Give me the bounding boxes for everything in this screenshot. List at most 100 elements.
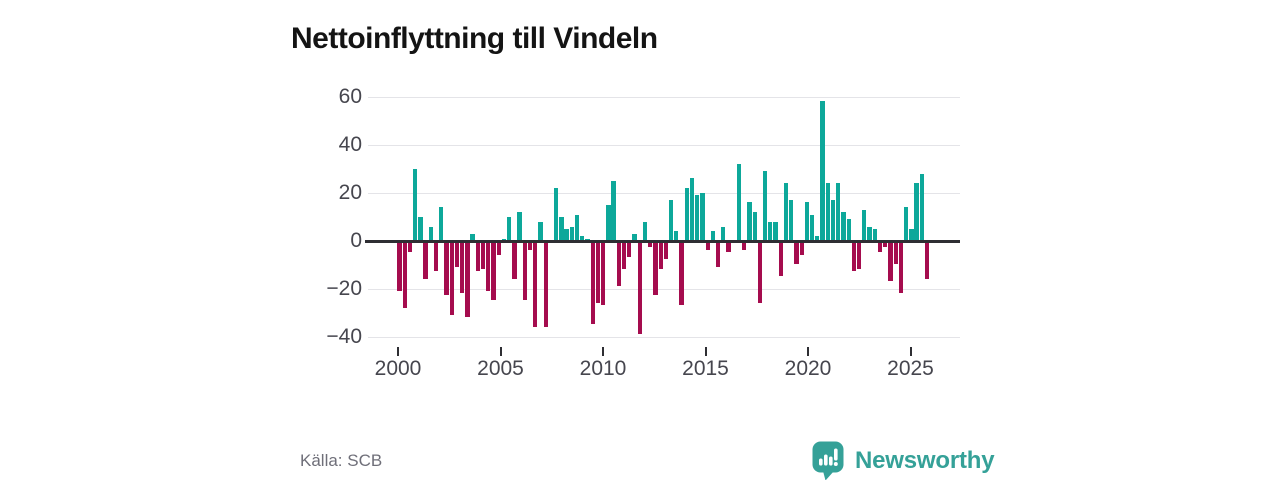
bar-negative xyxy=(637,242,642,334)
bar-negative xyxy=(522,242,527,301)
bar-negative xyxy=(883,242,888,248)
bar-negative xyxy=(533,242,538,327)
bar-positive xyxy=(747,202,752,241)
bar-negative xyxy=(397,242,402,291)
bar-positive xyxy=(642,221,648,241)
bar-positive xyxy=(585,238,590,241)
bar-positive xyxy=(815,236,820,241)
bar-positive xyxy=(710,231,716,241)
y-axis-tick-label: −20 xyxy=(326,277,362,301)
bar-negative xyxy=(475,242,480,272)
bar-positive xyxy=(872,228,877,241)
bar-positive xyxy=(668,200,674,241)
bar-positive xyxy=(752,212,757,241)
bar-negative xyxy=(877,242,883,253)
x-axis-tick-mark xyxy=(909,347,912,356)
bar-positive xyxy=(830,200,836,241)
x-axis-tick-mark xyxy=(499,347,502,356)
bar-negative xyxy=(449,242,454,315)
bar-negative xyxy=(757,242,763,303)
bar-chart-speech-bubble-icon xyxy=(812,441,846,480)
bar-positive xyxy=(700,192,705,241)
bar-positive xyxy=(773,221,778,241)
bar-positive xyxy=(762,171,768,241)
newsworthy-logo[interactable]: Newsworthy xyxy=(812,441,995,480)
bar-positive xyxy=(914,183,919,241)
bar-positive xyxy=(836,183,841,241)
bar-negative xyxy=(742,242,747,250)
bar-negative xyxy=(590,242,595,325)
bar-positive xyxy=(418,216,423,241)
bar-negative xyxy=(460,242,465,294)
gridline xyxy=(368,96,960,98)
bar-negative xyxy=(658,242,663,269)
bar-positive xyxy=(867,226,872,241)
bar-positive xyxy=(909,228,914,241)
bar-positive xyxy=(825,183,830,241)
bar-positive xyxy=(820,101,825,241)
bar-negative xyxy=(794,242,799,265)
bar-positive xyxy=(580,236,585,241)
gridline xyxy=(368,289,960,291)
bar-positive xyxy=(470,233,475,241)
bar-positive xyxy=(574,214,580,241)
bar-negative xyxy=(512,242,517,279)
bar-positive xyxy=(768,221,773,241)
y-axis-tick-label: 60 xyxy=(338,84,362,108)
bar-positive xyxy=(569,226,574,241)
bar-positive xyxy=(919,173,924,241)
x-axis-tick-label: 2015 xyxy=(682,357,729,380)
bar-positive xyxy=(862,209,867,241)
bar-positive xyxy=(903,207,909,241)
bar-positive xyxy=(428,226,433,241)
bar-positive xyxy=(606,204,611,241)
bar-negative xyxy=(616,242,621,286)
bar-negative xyxy=(715,242,721,267)
bar-positive xyxy=(783,183,789,241)
bar-negative xyxy=(621,242,627,269)
newsworthy-logo-text: Newsworthy xyxy=(855,447,995,474)
chart-title: Nettoinflyttning till Vindeln xyxy=(291,22,658,56)
bar-negative xyxy=(856,242,862,269)
source-label: Källa: SCB xyxy=(300,451,383,470)
y-axis-tick-label: 20 xyxy=(338,180,362,204)
bar-positive xyxy=(501,238,507,241)
bar-negative xyxy=(898,242,904,294)
x-axis-tick-label: 2025 xyxy=(887,357,934,380)
bar-positive xyxy=(517,212,522,241)
bar-positive xyxy=(507,216,512,241)
bar-positive xyxy=(439,207,444,241)
y-axis-tick-label: −40 xyxy=(326,325,362,349)
bar-positive xyxy=(809,214,815,241)
bar-positive xyxy=(721,226,726,241)
bar-positive xyxy=(846,219,851,241)
x-axis-tick-mark xyxy=(602,347,604,356)
bar-negative xyxy=(888,242,893,282)
bar-negative xyxy=(423,242,428,279)
bar-positive xyxy=(564,228,569,241)
bar-positive xyxy=(632,233,637,241)
bar-negative xyxy=(601,242,606,306)
x-axis-tick-label: 2005 xyxy=(477,357,524,380)
bar-positive xyxy=(736,163,742,241)
bar-negative xyxy=(799,242,804,255)
gridline xyxy=(368,192,960,194)
bar-negative xyxy=(893,242,898,265)
bar-negative xyxy=(444,242,449,296)
bar-negative xyxy=(407,242,413,253)
gridline xyxy=(368,337,960,339)
bar-negative xyxy=(663,242,669,260)
bar-positive xyxy=(689,178,695,241)
bar-positive xyxy=(674,231,679,241)
bar-positive xyxy=(789,200,794,241)
x-axis-tick-mark xyxy=(704,347,707,356)
bar-negative xyxy=(486,242,491,291)
bar-positive xyxy=(841,212,846,241)
bar-positive xyxy=(684,188,689,241)
x-axis-tick-label: 2010 xyxy=(579,357,627,380)
bar-positive xyxy=(559,216,564,241)
x-axis-tick-mark xyxy=(807,347,809,356)
x-axis-tick-mark xyxy=(397,347,399,356)
